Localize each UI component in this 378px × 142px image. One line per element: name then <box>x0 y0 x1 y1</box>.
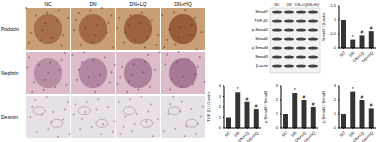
svg-text:DN+LQ: DN+LQ <box>295 3 307 7</box>
svg-text:1: 1 <box>219 115 222 120</box>
svg-text:DN: DN <box>286 3 292 7</box>
svg-text:DN: DN <box>348 130 356 138</box>
svg-text:NC: NC <box>281 130 289 138</box>
svg-text:DN+HQ: DN+HQ <box>303 130 317 142</box>
svg-text:DN: DN <box>290 130 298 138</box>
svg-text:TGF-β1: TGF-β1 <box>254 18 269 23</box>
svg-text:NC: NC <box>339 130 347 138</box>
svg-text:3: 3 <box>276 83 279 88</box>
svg-text:β-actin: β-actin <box>256 63 268 68</box>
svg-text:Smad3: Smad3 <box>255 54 268 59</box>
svg-text:3: 3 <box>219 94 222 99</box>
svg-text:0.5: 0.5 <box>330 31 336 36</box>
svg-text:2: 2 <box>276 97 279 102</box>
svg-text:p-Smad3: p-Smad3 <box>252 45 269 50</box>
svg-text:Nephrin: Nephrin <box>8 70 19 76</box>
svg-text:Smad2: Smad2 <box>255 36 268 41</box>
svg-text:#: # <box>246 96 249 102</box>
svg-text:DN: DN <box>89 1 97 7</box>
svg-text:Podocin: Podocin <box>8 26 19 32</box>
svg-text:0: 0 <box>276 125 279 130</box>
svg-text:Smad7 / β-actin: Smad7 / β-actin <box>322 13 326 41</box>
svg-text:#: # <box>303 94 306 100</box>
svg-text:#: # <box>370 102 371 108</box>
svg-text:0: 0 <box>334 45 337 50</box>
svg-text:DN: DN <box>233 130 241 138</box>
svg-text:*: * <box>294 87 296 93</box>
svg-text:#: # <box>312 101 315 107</box>
svg-text:*: * <box>352 34 354 40</box>
svg-text:0: 0 <box>219 125 222 130</box>
svg-text:2: 2 <box>219 104 222 109</box>
svg-text:#: # <box>361 29 364 35</box>
svg-text:TGF-β1 / β-actin: TGF-β1 / β-actin <box>207 92 211 121</box>
svg-text:DN+HQ: DN+HQ <box>361 50 370 62</box>
svg-text:DN: DN <box>348 50 356 58</box>
svg-text:Smad7: Smad7 <box>255 9 268 14</box>
svg-text:DN+HQ: DN+HQ <box>246 130 260 142</box>
svg-text:*: * <box>352 86 354 92</box>
svg-text:#: # <box>370 25 371 31</box>
svg-text:NC: NC <box>274 3 280 7</box>
svg-text:p-Smad2: p-Smad2 <box>252 27 269 32</box>
svg-text:1: 1 <box>276 111 279 116</box>
svg-text:*: * <box>237 86 239 92</box>
svg-text:4: 4 <box>219 83 222 88</box>
svg-text:DN+HQ: DN+HQ <box>174 1 192 7</box>
svg-text:DN+HQ: DN+HQ <box>361 130 370 142</box>
svg-text:0: 0 <box>334 125 337 130</box>
svg-text:NC: NC <box>44 1 52 7</box>
svg-text:DN+LQ: DN+LQ <box>130 1 147 7</box>
svg-text:p-Smad3 / Smad3: p-Smad3 / Smad3 <box>322 90 326 123</box>
svg-text:NC: NC <box>339 50 347 58</box>
svg-text:p-Smad2 / Smad2: p-Smad2 / Smad2 <box>264 90 268 123</box>
svg-text:2: 2 <box>334 97 337 102</box>
svg-text:1: 1 <box>334 17 337 22</box>
svg-text:1.5: 1.5 <box>330 3 336 8</box>
svg-text:DN+HQ: DN+HQ <box>307 3 320 7</box>
svg-text:1: 1 <box>334 111 337 116</box>
svg-text:NC: NC <box>224 130 232 138</box>
svg-text:#: # <box>361 94 364 100</box>
svg-text:Desmin: Desmin <box>8 114 18 120</box>
svg-text:#: # <box>255 103 258 109</box>
svg-text:3: 3 <box>334 83 337 88</box>
